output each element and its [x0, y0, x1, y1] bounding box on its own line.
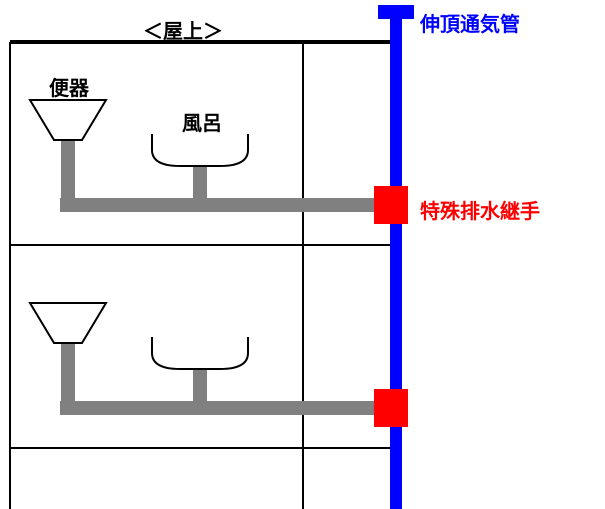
bath-label: 風呂 [182, 107, 222, 136]
diagram-canvas: ＜屋上＞ 便器 風呂 伸頂通気管 特殊排水継手 [0, 0, 605, 509]
roof-label: ＜屋上＞ [143, 15, 223, 44]
fitting-label: 特殊排水継手 [420, 195, 540, 224]
diagram-svg [0, 0, 605, 509]
toilet-label: 便器 [49, 72, 89, 101]
vent-pipe-label: 伸頂通気管 [420, 8, 520, 37]
